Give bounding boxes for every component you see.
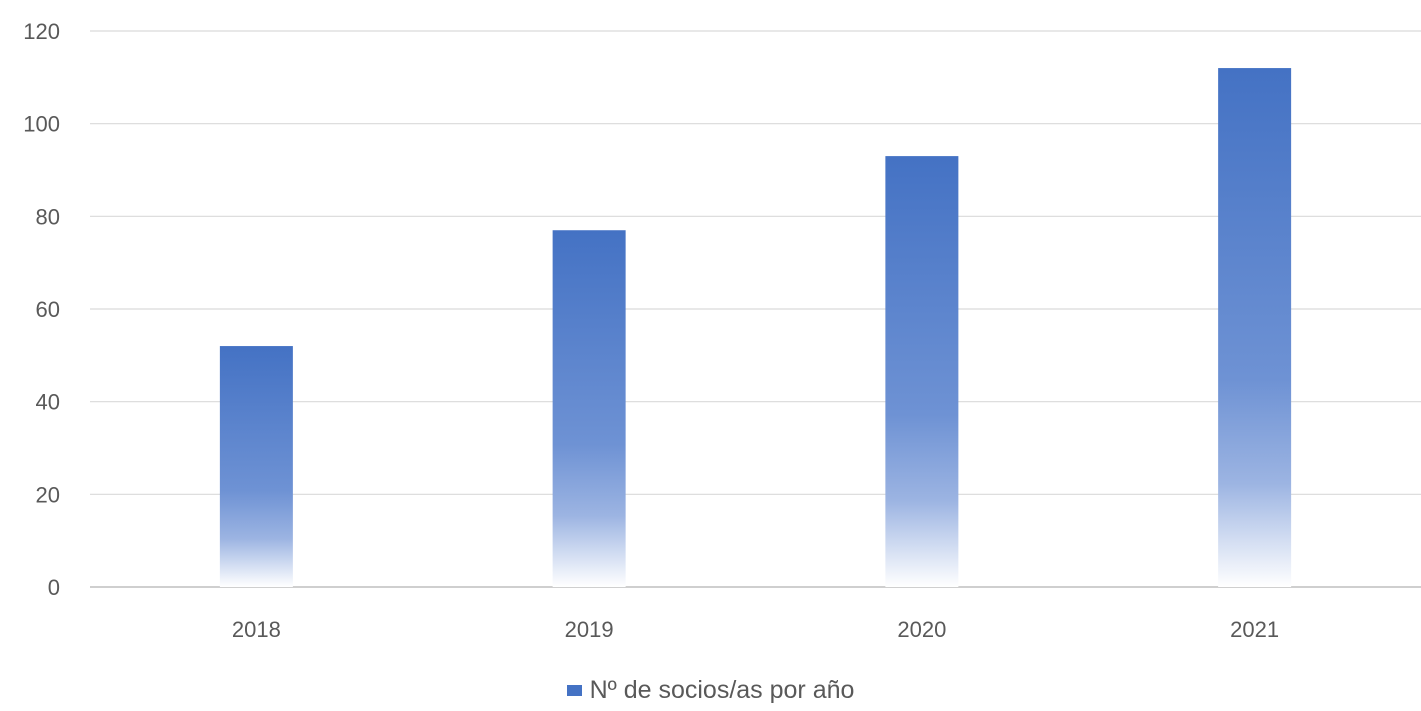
- legend-swatch: [566, 685, 582, 696]
- gridlines: [90, 30, 1421, 588]
- legend: Nº de socios/as por año: [0, 676, 1421, 705]
- y-tick-label: 40: [36, 390, 60, 415]
- x-tick-label: 2019: [565, 617, 614, 642]
- x-axis: 2018 2019 2020 2021: [232, 617, 1279, 642]
- y-axis: 0 20 40 60 80 100 120: [23, 19, 60, 600]
- bars: [219, 68, 1292, 588]
- y-tick-label: 100: [23, 112, 60, 137]
- legend-label: Nº de socios/as por año: [589, 676, 855, 704]
- y-tick-label: 20: [36, 482, 60, 507]
- y-tick-label: 60: [36, 297, 60, 322]
- bar-2021: [1218, 68, 1292, 588]
- y-tick-label: 120: [23, 19, 60, 44]
- y-tick-label: 80: [36, 204, 60, 229]
- bar-2019: [552, 230, 626, 587]
- y-tick-label: 0: [48, 575, 60, 600]
- bar-2020: [885, 156, 959, 587]
- x-tick-label: 2018: [232, 617, 281, 642]
- x-tick-label: 2020: [897, 617, 946, 642]
- x-tick-label: 2021: [1230, 617, 1279, 642]
- bar-2018: [219, 346, 293, 587]
